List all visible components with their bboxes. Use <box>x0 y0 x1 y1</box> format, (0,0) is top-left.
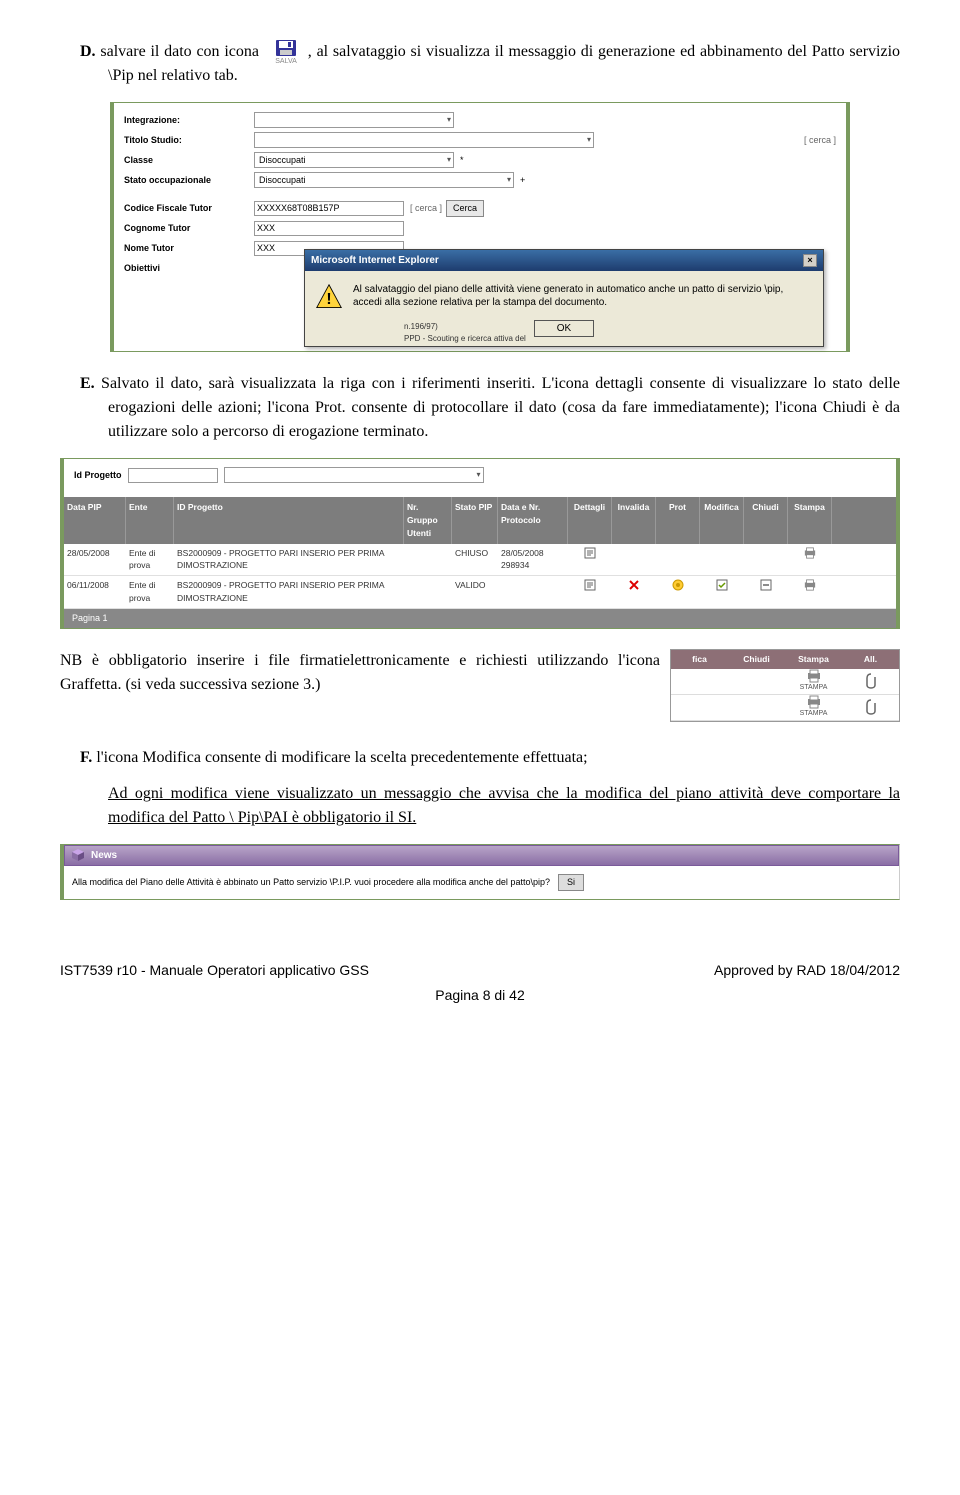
stampa-icon[interactable] <box>788 576 832 608</box>
screenshot-stampa-table: fica Chiudi Stampa All. STAMPA STAMPA <box>670 649 900 722</box>
select-classe[interactable]: Disoccupati <box>254 152 454 168</box>
news-message: Alla modifica del Piano delle Attività è… <box>72 876 550 890</box>
ie-dialog: Microsoft Internet Explorer × ! Al salva… <box>304 249 824 347</box>
label-integrazione: Integrazione: <box>124 114 254 128</box>
link-cerca-cf[interactable]: [ cerca ] <box>410 202 442 216</box>
footer-left: IST7539 r10 - Manuale Operatori applicat… <box>60 960 369 981</box>
label-e: E. <box>80 375 95 392</box>
svg-text:!: ! <box>326 291 331 308</box>
ie-ok-button[interactable]: OK <box>534 320 594 337</box>
salva-icon: SALVA <box>268 40 304 64</box>
paperclip-icon[interactable] <box>865 699 877 715</box>
prot-icon[interactable] <box>656 544 700 576</box>
paragraph-f: F. l'icona Modifica consente di modifica… <box>60 746 900 770</box>
footer-right: Approved by RAD 18/04/2012 <box>714 960 900 981</box>
chiudi-icon[interactable] <box>744 576 788 608</box>
chiudi-icon[interactable] <box>744 544 788 576</box>
filter-input-1[interactable] <box>128 468 218 483</box>
label-f: F. <box>80 749 92 766</box>
ie-dialog-message: Al salvataggio del piano delle attività … <box>353 283 813 309</box>
label-cognome-tutor: Cognome Tutor <box>124 222 254 236</box>
text-e: Salvato il dato, sarà visualizzata la ri… <box>101 375 900 440</box>
select-integrazione[interactable] <box>254 112 454 128</box>
svg-text:SALVA: SALVA <box>275 58 297 64</box>
printer-icon[interactable] <box>806 695 822 709</box>
news-cube-icon <box>71 848 85 862</box>
paragraph-d: D. salvare il dato con icona SALVA , al … <box>60 40 900 88</box>
select-titolo[interactable] <box>254 132 594 148</box>
table-row: 28/05/2008Ente di provaBS2000909 - PROGE… <box>64 544 896 577</box>
stampa-icon[interactable] <box>788 544 832 576</box>
input-cf-tutor[interactable] <box>254 201 404 216</box>
table-header: Data PIP Ente ID Progetto Nr. Gruppo Ute… <box>64 497 896 543</box>
paperclip-icon[interactable] <box>865 673 877 689</box>
screenshot-table: Id Progetto Data PIP Ente ID Progetto Nr… <box>60 458 900 629</box>
filter-select[interactable] <box>224 467 484 483</box>
btn-cerca-cf[interactable]: Cerca <box>446 200 484 218</box>
table-pagination: Pagina 1 <box>64 609 896 629</box>
dettagli-icon[interactable] <box>568 576 612 608</box>
invalida-icon[interactable] <box>612 544 656 576</box>
btn-si[interactable]: Si <box>558 874 584 892</box>
paragraph-nb: NB è obbligatorio inserire i file firmat… <box>60 649 660 697</box>
text-f2: Ad ogni modifica viene visualizzato un m… <box>60 782 900 830</box>
dettagli-icon[interactable] <box>568 544 612 576</box>
label-nome-tutor: Nome Tutor <box>124 242 254 256</box>
modifica-icon[interactable] <box>700 576 744 608</box>
plus: + <box>520 174 525 188</box>
news-title: News <box>91 848 117 863</box>
printer-icon[interactable] <box>806 669 822 683</box>
page-footer: IST7539 r10 - Manuale Operatori applicat… <box>60 960 900 981</box>
filter-label: Id Progetto <box>74 469 122 483</box>
table-row: 06/11/2008Ente di provaBS2000909 - PROGE… <box>64 576 896 609</box>
label-cf-tutor: Codice Fiscale Tutor <box>124 202 254 216</box>
label-stato-occ: Stato occupazionale <box>124 174 254 188</box>
warning-icon: ! <box>315 283 343 311</box>
label-d: D. <box>80 43 96 60</box>
footer-pagina: Pagina 8 di 42 <box>60 985 900 1006</box>
text-f1: l'icona Modifica consente di modificare … <box>96 749 587 766</box>
label-classe: Classe <box>124 154 254 168</box>
screenshot-form-dialog: Integrazione: Titolo Studio: [ cerca ] Cl… <box>110 102 850 352</box>
invalida-icon[interactable] <box>612 576 656 608</box>
paragraph-e: E. Salvato il dato, sarà visualizzata la… <box>60 372 900 444</box>
ie-dialog-title: Microsoft Internet Explorer <box>311 253 439 268</box>
label-obiettivi: Obiettivi <box>124 262 254 276</box>
prot-icon[interactable] <box>656 576 700 608</box>
select-stato-occ[interactable]: Disoccupati <box>254 172 514 188</box>
input-cognome-tutor[interactable] <box>254 221 404 236</box>
ie-close-button[interactable]: × <box>803 254 817 267</box>
small-note: n.196/97) PPD - Scouting e ricerca attiv… <box>404 321 526 345</box>
link-cerca-titolo[interactable]: [ cerca ] <box>804 134 836 148</box>
screenshot-news-prompt: News Alla modifica del Piano delle Attiv… <box>60 844 900 900</box>
modifica-icon[interactable] <box>700 544 744 576</box>
text-d-pre: salvare il dato con icona <box>100 43 259 60</box>
star: * <box>460 154 464 168</box>
label-titolo: Titolo Studio: <box>124 134 254 148</box>
